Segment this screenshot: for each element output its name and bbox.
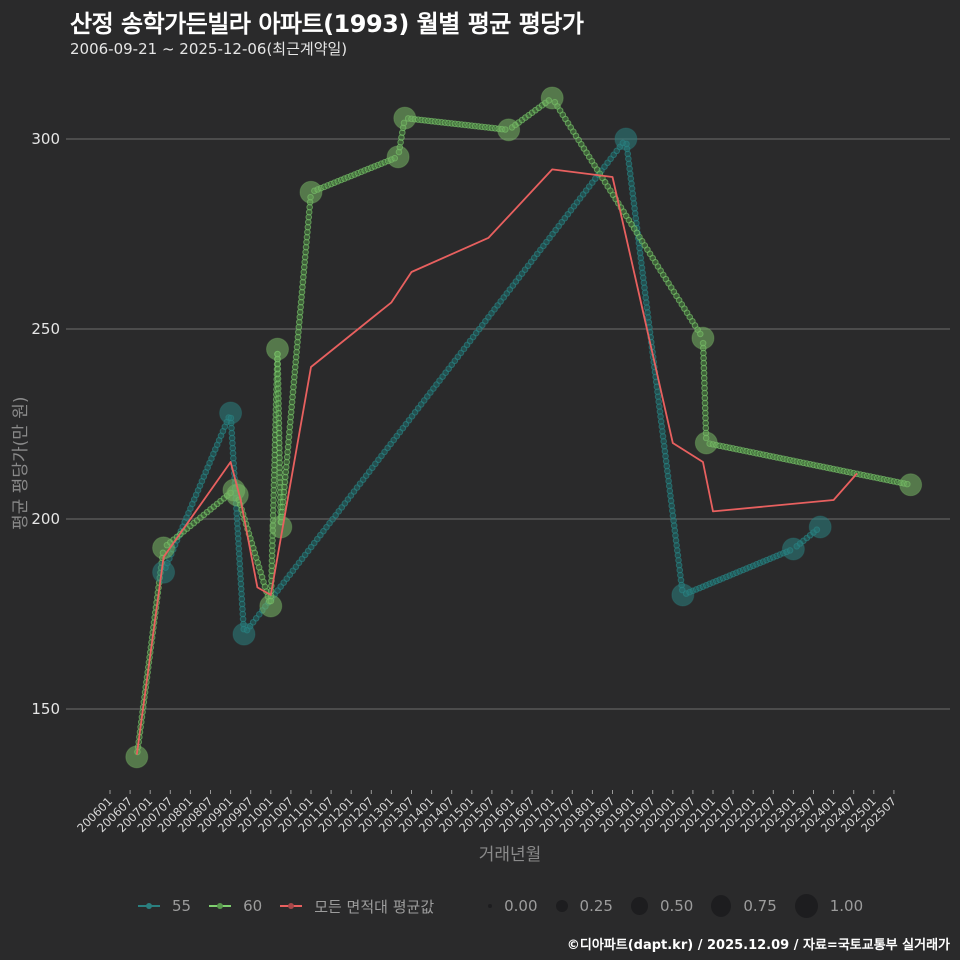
data-point: [691, 326, 715, 350]
legend-key-average-icon: [280, 901, 303, 911]
data-point: [152, 560, 176, 584]
size-dot-icon: [711, 895, 732, 917]
legend-label-60: 60: [243, 897, 263, 915]
data-point: [671, 583, 695, 607]
data-point: [694, 431, 718, 455]
data-point: [259, 594, 283, 618]
size-label: 0.75: [743, 897, 777, 915]
footer-credit: ©디아파트(dapt.kr) / 2025.12.09 / 자료=국토교통부 실…: [566, 938, 950, 953]
data-point: [808, 515, 832, 539]
data-point: [125, 745, 149, 769]
data-point: [299, 180, 323, 204]
size-label: 0.00: [504, 897, 538, 915]
legend-label-55: 55: [172, 897, 192, 915]
data-point: [540, 86, 564, 110]
legend-key-55-icon: [138, 901, 160, 911]
legend-item-60: 60: [209, 897, 262, 915]
size-label: 0.50: [659, 897, 694, 915]
y-tick-label: 200: [31, 510, 60, 528]
y-tick-label: 150: [31, 700, 60, 718]
data-point: [899, 473, 923, 497]
y-axis-title: 평균 평당가(만 원): [11, 396, 31, 530]
data-point: [497, 118, 521, 142]
x-axis-title: 거래년월: [478, 845, 542, 865]
legend: 55 60 모든 면적대 평균값 0.00 0.25 0.50 0.75 1.0…: [138, 894, 881, 918]
data-point: [386, 145, 410, 169]
chart-title: 산정 송학가든빌라 아파트(1993) 월별 평균 평당가: [70, 10, 584, 38]
data-point: [781, 537, 805, 561]
size-label: 1.00: [829, 897, 864, 915]
data-point: [393, 106, 417, 130]
size-dot-icon: [555, 900, 568, 912]
legend-item-average: 모든 면적대 평균값: [280, 896, 434, 917]
size-dot-icon: [630, 897, 648, 915]
size-legend: 0.00 0.25 0.50 0.75 1.00: [488, 894, 881, 918]
y-tick-label: 250: [31, 320, 60, 338]
data-point: [219, 401, 243, 425]
chart-subtitle: 2006-09-21 ~ 2025-12-06(최근계약일): [70, 40, 348, 58]
legend-item-55: 55: [138, 897, 191, 915]
legend-key-60-icon: [209, 901, 232, 911]
size-dot-icon: [488, 904, 493, 908]
size-label: 0.25: [579, 897, 613, 915]
data-point: [614, 127, 638, 151]
y-tick-label: 300: [31, 130, 60, 148]
average-line: [135, 168, 858, 755]
data-point: [232, 622, 256, 646]
legend-label-average: 모든 면적대 평균값: [314, 897, 435, 916]
size-dot-icon: [794, 894, 818, 918]
data-point: [266, 337, 289, 361]
